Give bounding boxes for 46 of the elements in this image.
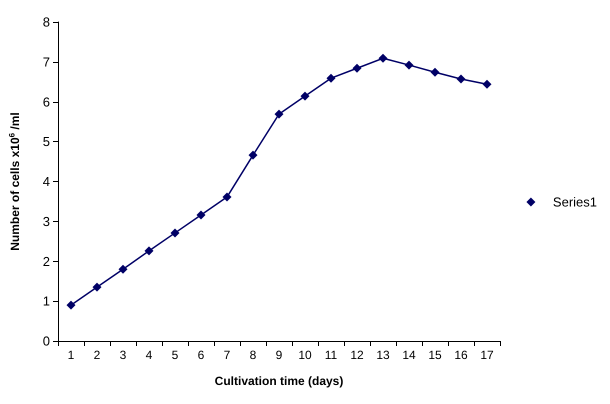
point <box>170 228 180 238</box>
x-tick-label: 7 <box>224 348 231 362</box>
x-tick-label: 2 <box>94 348 101 362</box>
x-axis-title: Cultivation time (days) <box>214 374 344 388</box>
point <box>118 264 128 274</box>
point <box>144 246 154 256</box>
x-tick-label: 6 <box>198 348 205 362</box>
x-tick-label: 10 <box>298 348 312 362</box>
point <box>378 54 388 63</box>
x-tick-label: 15 <box>428 348 442 362</box>
x-tick-label: 5 <box>172 348 179 362</box>
y-tick-label: 3 <box>42 214 50 229</box>
x-tick-label: 17 <box>480 348 494 362</box>
y-tick-label: 1 <box>42 294 50 309</box>
y-axis-title: Number of cells x106 /ml <box>8 112 22 251</box>
point <box>352 64 362 73</box>
y-tick-label: 2 <box>42 254 50 269</box>
point <box>196 210 206 220</box>
point <box>222 192 232 202</box>
point <box>274 110 284 119</box>
y-tick-label: 4 <box>42 174 50 189</box>
point <box>456 74 466 84</box>
point <box>430 68 440 77</box>
y-tick-label: 0 <box>42 334 50 348</box>
x-tick-label: 8 <box>250 348 257 362</box>
legend-label: Series1 <box>552 194 597 210</box>
y-tick-label: 6 <box>42 94 50 110</box>
x-tick-label: 4 <box>146 348 153 362</box>
y-tick-label: 5 <box>42 134 50 150</box>
point <box>404 60 414 70</box>
y-tick-label: 8 <box>42 14 50 30</box>
x-tick-label: 13 <box>376 348 390 362</box>
x-tick-label: 12 <box>350 348 364 362</box>
x-tick-label: 11 <box>324 348 338 362</box>
y-tick-label: 7 <box>42 54 50 70</box>
point <box>66 300 76 310</box>
x-tick-label: 14 <box>402 348 416 362</box>
x-tick-label: 16 <box>454 348 468 362</box>
point <box>300 92 310 101</box>
x-tick-label: 3 <box>120 348 127 362</box>
point <box>482 80 492 89</box>
x-tick-label: 9 <box>276 348 283 362</box>
point <box>92 282 102 292</box>
point <box>248 150 258 160</box>
x-tick-label: 1 <box>68 348 75 362</box>
point <box>326 74 336 83</box>
